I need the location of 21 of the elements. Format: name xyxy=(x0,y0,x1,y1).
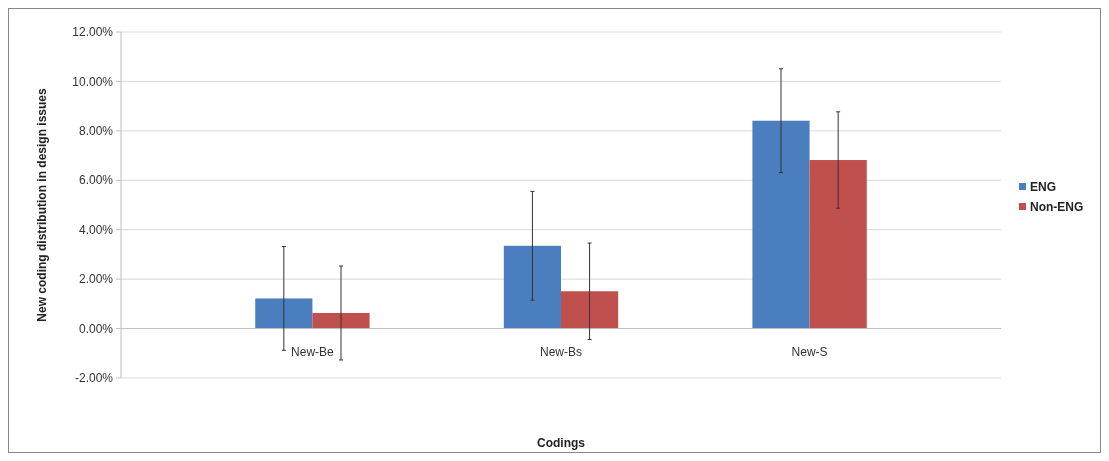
legend-label: ENG xyxy=(1030,180,1057,195)
y-tick-label: -2.00% xyxy=(74,371,114,386)
legend-label: Non-ENG xyxy=(1030,200,1084,215)
bar xyxy=(752,120,810,329)
y-tick-label: 12.00% xyxy=(72,25,114,40)
bar xyxy=(255,298,313,329)
x-axis-title: Codings xyxy=(537,436,586,451)
y-tick-label: 0.00% xyxy=(78,321,114,336)
x-tick-label: New-Be xyxy=(291,344,335,359)
bar xyxy=(561,291,619,329)
x-tick-label: New-Bs xyxy=(539,344,583,359)
y-tick-label: 2.00% xyxy=(78,272,114,287)
x-tick-label: New-S xyxy=(791,344,828,359)
y-tick-label: 8.00% xyxy=(78,124,114,139)
y-tick-label: 6.00% xyxy=(78,173,114,188)
bar xyxy=(312,313,370,329)
bar xyxy=(503,245,561,329)
bar xyxy=(809,160,867,329)
y-tick-label: 4.00% xyxy=(78,222,114,237)
y-tick-label: 10.00% xyxy=(72,74,114,89)
y-axis-title: New coding distribution in design issues xyxy=(35,88,49,322)
